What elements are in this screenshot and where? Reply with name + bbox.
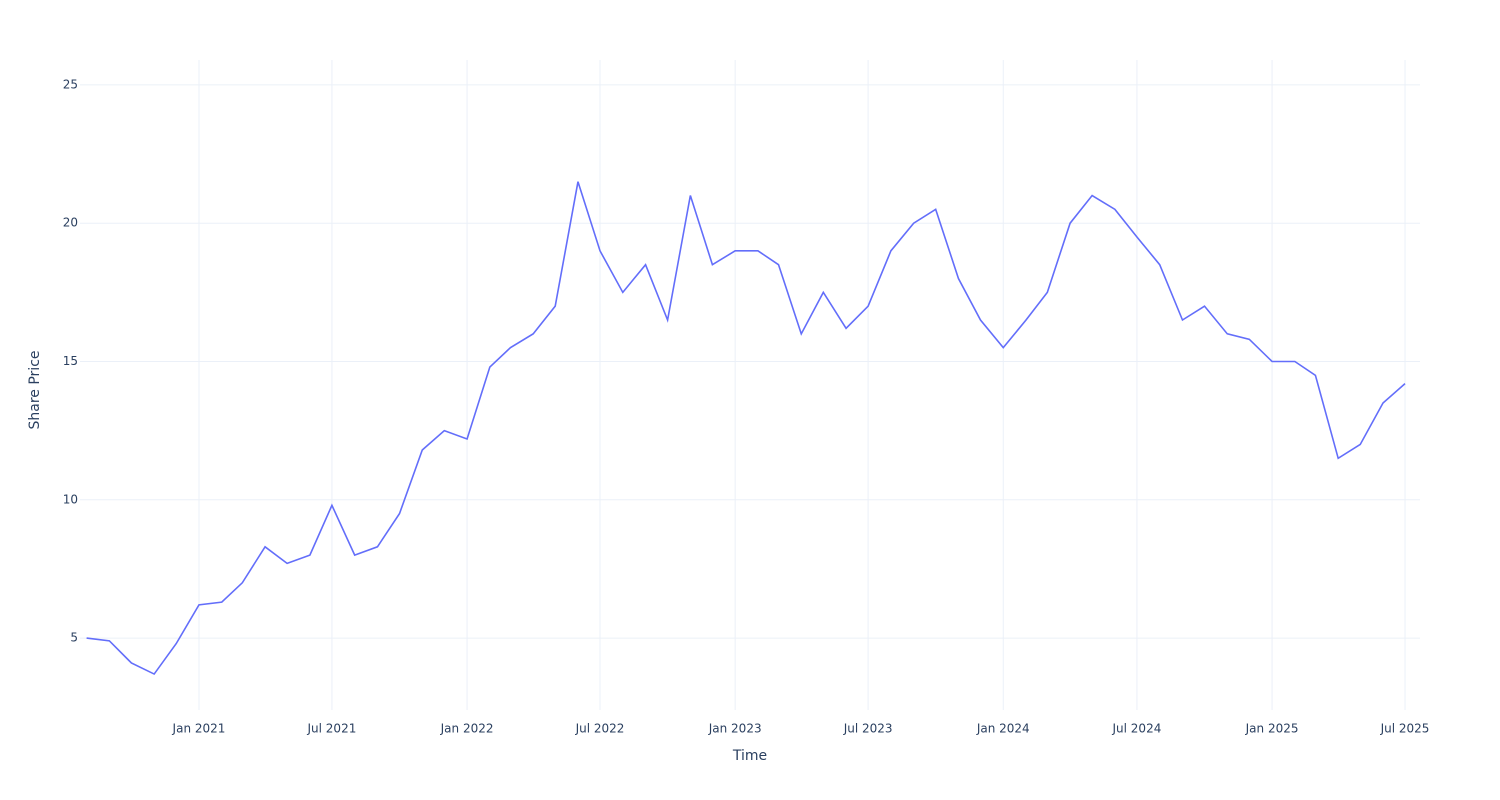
x-tick-label: Jul 2025 xyxy=(1380,722,1430,736)
x-tick-label: Jul 2022 xyxy=(575,722,625,736)
y-tick-label: 15 xyxy=(63,354,78,368)
x-tick-label: Jan 2021 xyxy=(172,722,226,736)
x-tick-label: Jan 2022 xyxy=(440,722,494,736)
y-tick-label: 10 xyxy=(63,492,78,506)
x-axis-title: Time xyxy=(732,748,767,764)
x-tick-label: Jan 2025 xyxy=(1245,722,1299,736)
x-tick-label: Jul 2023 xyxy=(843,722,893,736)
x-tick-label: Jan 2024 xyxy=(976,722,1030,736)
y-tick-label: 25 xyxy=(63,77,78,91)
line-series xyxy=(86,181,1406,676)
x-tick-label: Jul 2021 xyxy=(307,722,357,736)
x-tick-label: Jul 2024 xyxy=(1112,722,1162,736)
y-tick-label: 20 xyxy=(63,216,78,230)
x-tick-label: Jan 2023 xyxy=(708,722,762,736)
y-axis-title: Share Price xyxy=(27,350,43,429)
y-tick-label: 5 xyxy=(70,631,78,645)
